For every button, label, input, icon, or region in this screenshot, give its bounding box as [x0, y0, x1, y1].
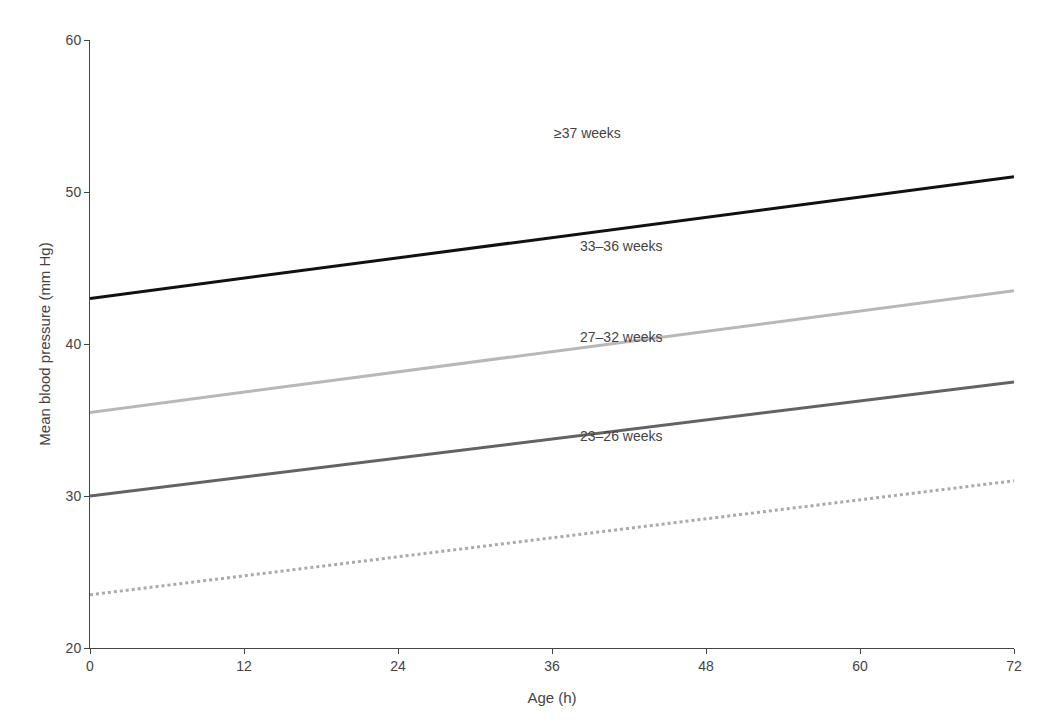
svg-text:48: 48 — [698, 658, 714, 674]
svg-text:50: 50 — [66, 184, 82, 200]
svg-text:27–32 weeks: 27–32 weeks — [580, 329, 663, 345]
svg-text:12: 12 — [236, 658, 252, 674]
svg-text:72: 72 — [1006, 658, 1022, 674]
svg-text:0: 0 — [86, 658, 94, 674]
svg-text:23–26 weeks: 23–26 weeks — [580, 428, 663, 444]
svg-text:Age (h): Age (h) — [527, 689, 576, 706]
svg-text:36: 36 — [544, 658, 560, 674]
svg-text:60: 60 — [66, 32, 82, 48]
svg-text:20: 20 — [66, 640, 82, 656]
svg-text:≥37 weeks: ≥37 weeks — [554, 125, 621, 141]
svg-text:30: 30 — [66, 488, 82, 504]
svg-text:60: 60 — [852, 658, 868, 674]
svg-text:Mean blood pressure (mm Hg): Mean blood pressure (mm Hg) — [36, 242, 53, 445]
svg-text:24: 24 — [390, 658, 406, 674]
svg-text:40: 40 — [66, 336, 82, 352]
svg-text:33–36 weeks: 33–36 weeks — [580, 238, 663, 254]
